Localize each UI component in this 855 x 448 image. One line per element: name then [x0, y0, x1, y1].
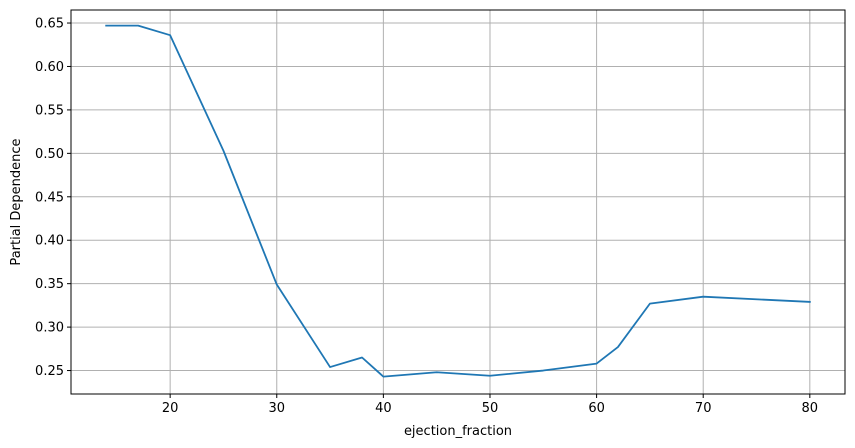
- y-tick-label: 0.50: [35, 147, 64, 162]
- x-tick-label: 70: [695, 401, 712, 416]
- y-tick-label: 0.35: [35, 277, 64, 292]
- y-tick-label: 0.55: [35, 103, 64, 118]
- series-lines: [105, 24, 811, 378]
- y-tick-label: 0.45: [35, 190, 64, 205]
- y-tick-label: 0.30: [35, 321, 64, 336]
- series-line: [105, 24, 811, 378]
- x-axis-label: ejection_fraction: [404, 424, 512, 439]
- x-tick-label: 80: [802, 401, 819, 416]
- y-tick-label: 0.65: [35, 17, 64, 32]
- y-axis-ticks: 0.25 0.30 0.35 0.40 0.45 0.50 0.55 0.60 0.65: [35, 17, 71, 379]
- plot-frame: [70, 9, 846, 395]
- x-axis-ticks: 20 30 40 50 60 70 80: [162, 394, 818, 416]
- x-tick-label: 60: [588, 401, 605, 416]
- y-tick-label: 0.25: [35, 364, 64, 379]
- x-tick-label: 30: [268, 401, 285, 416]
- x-tick-label: 50: [482, 401, 499, 416]
- y-tick-label: 0.60: [35, 60, 64, 75]
- grid-lines: [71, 10, 845, 394]
- y-axis-label: Partial Dependence: [9, 138, 24, 265]
- x-tick-label: 40: [375, 401, 392, 416]
- x-tick-label: 20: [162, 401, 179, 416]
- y-tick-label: 0.40: [35, 234, 64, 249]
